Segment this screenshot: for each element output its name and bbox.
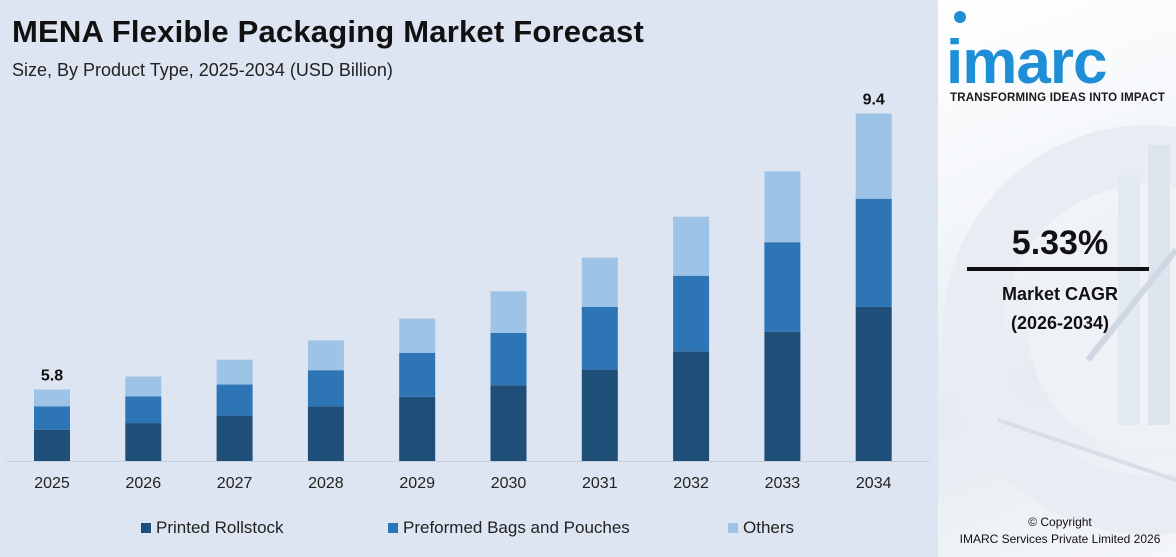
brand-tagline: TRANSFORMING IDEAS INTO IMPACT (950, 92, 1166, 104)
bar-preformed-bags-and-pouches-2028 (307, 370, 344, 407)
bar-printed-rollstock-2034 (855, 306, 892, 461)
cagr-label: Market CAGR (1001, 284, 1119, 304)
legend-label-preformed-bags: Preformed Bags and Pouches (403, 518, 630, 537)
bar-others-2031 (581, 257, 618, 307)
bar-others-2032 (673, 216, 710, 276)
bar-chart: 2025 5.8 2026 2027 2028 2029 2030 2031 2032 2033 2… (6, 92, 930, 492)
bar-printed-rollstock-2025 (34, 429, 70, 461)
bar-printed-rollstock-2027 (216, 415, 253, 461)
x-tick-label-2034: 2034 (856, 475, 892, 492)
data-label-2034: 9.4 (863, 92, 885, 109)
legend-swatch-printed-rollstock (141, 523, 151, 533)
bar-printed-rollstock-2030 (490, 385, 527, 461)
bar-preformed-bags-and-pouches-2029 (399, 352, 436, 397)
background-graphic (943, 125, 1176, 535)
x-tick-label-2026: 2026 (126, 475, 162, 492)
bar-preformed-bags-and-pouches-2033 (764, 242, 801, 332)
cagr-period: (2026-2034) (1010, 313, 1110, 333)
bar-preformed-bags-and-pouches-2034 (855, 198, 892, 307)
x-tick-label-2030: 2030 (491, 475, 527, 492)
x-tick-label-2031: 2031 (582, 475, 618, 492)
cagr-value: 5.33% (1011, 224, 1109, 262)
bar-preformed-bags-and-pouches-2031 (581, 306, 618, 370)
chart-title: MENA Flexible Packaging Market Forecast (12, 14, 645, 49)
x-tick-label-2033: 2033 (765, 475, 801, 492)
bar-others-2034 (855, 113, 892, 199)
legend-swatch-others (728, 523, 738, 533)
x-tick-label-2032: 2032 (673, 475, 709, 492)
bar-printed-rollstock-2029 (399, 397, 436, 461)
copyright-notice: © Copyright (1028, 515, 1092, 529)
copyright-owner: IMARC Services Private Limited 2026 (959, 532, 1161, 546)
bar-printed-rollstock-2026 (125, 423, 162, 461)
legend-swatch-preformed-bags (388, 523, 398, 533)
bar-preformed-bags-and-pouches-2025 (34, 406, 70, 430)
cagr-divider (967, 267, 1149, 271)
data-label-2025: 5.8 (41, 368, 63, 385)
bar-others-2028 (307, 340, 344, 371)
bar-others-2025 (34, 389, 70, 407)
bar-preformed-bags-and-pouches-2026 (125, 396, 162, 423)
chart-legend: Printed Rollstock Preformed Bags and Pou… (0, 518, 938, 540)
bar-others-2030 (490, 291, 527, 333)
x-tick-label-2025: 2025 (34, 475, 70, 492)
bar-preformed-bags-and-pouches-2027 (216, 384, 253, 416)
side-panel: imarc TRANSFORMING IDEAS INTO IMPACT 5.3… (938, 0, 1176, 557)
bar-others-2027 (216, 359, 253, 385)
logo-dot (954, 11, 966, 23)
bar-printed-rollstock-2033 (764, 331, 801, 461)
x-tick-label-2029: 2029 (399, 475, 435, 492)
chart-panel: MENA Flexible Packaging Market Forecast … (0, 14, 938, 540)
bar-preformed-bags-and-pouches-2032 (673, 275, 710, 352)
bar-preformed-bags-and-pouches-2030 (490, 332, 527, 386)
legend-item-printed-rollstock: Printed Rollstock (141, 518, 284, 538)
legend-label-printed-rollstock: Printed Rollstock (156, 518, 284, 537)
brand-logo: imarc (946, 28, 1107, 97)
chart-subtitle: Size, By Product Type, 2025-2034 (USD Bi… (12, 60, 393, 80)
x-tick-label-2028: 2028 (308, 475, 344, 492)
legend-label-others: Others (743, 518, 795, 537)
bar-printed-rollstock-2031 (581, 369, 618, 461)
bar-others-2033 (764, 171, 801, 243)
legend-item-others: Others (728, 518, 794, 538)
x-tick-label-2027: 2027 (217, 475, 253, 492)
legend-item-preformed-bags: Preformed Bags and Pouches (388, 518, 630, 538)
bar-printed-rollstock-2028 (307, 406, 344, 461)
bar-others-2029 (399, 318, 436, 353)
bar-printed-rollstock-2032 (673, 351, 710, 461)
bar-others-2026 (125, 376, 162, 397)
